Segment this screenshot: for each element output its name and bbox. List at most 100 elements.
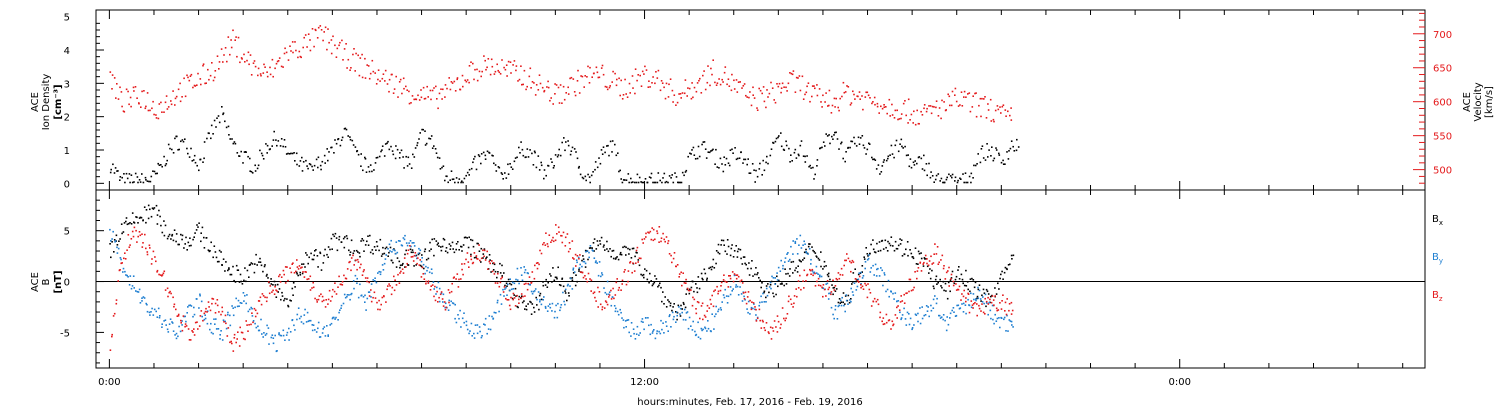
bx-point (561, 277, 564, 280)
by-point (210, 331, 213, 334)
by-point (470, 322, 473, 325)
velocity-point (639, 74, 641, 77)
velocity-point (456, 78, 458, 81)
velocity-point (783, 86, 785, 88)
density-point (923, 169, 926, 172)
bz-point (208, 306, 210, 308)
bz-point (685, 278, 687, 281)
by-point (777, 266, 780, 269)
bz-point (802, 280, 804, 282)
bz-point (256, 312, 259, 315)
bx-point (413, 265, 415, 267)
density-point (262, 158, 265, 160)
bz-point (411, 255, 414, 258)
velocity-point (828, 104, 830, 107)
by-point (346, 294, 349, 296)
by-point (924, 314, 927, 316)
by-point (227, 313, 229, 316)
bx-point (690, 286, 693, 289)
by-point (753, 303, 755, 305)
by-point (524, 269, 527, 271)
by-point (509, 278, 511, 280)
by-point (422, 263, 425, 266)
bz-point (239, 326, 241, 329)
velocity-point (341, 39, 343, 42)
bx-point (943, 289, 945, 292)
density-point (543, 169, 546, 171)
by-point (493, 311, 496, 314)
by-point (770, 287, 772, 290)
velocity-point (393, 88, 396, 90)
by-point (613, 305, 616, 307)
velocity-point (266, 71, 268, 73)
bz-point (933, 253, 935, 255)
density-point (392, 153, 395, 156)
bx-point (254, 263, 256, 265)
velocity-point (155, 114, 157, 116)
bz-point (610, 289, 612, 292)
by-point (796, 253, 799, 255)
velocity-point (115, 97, 117, 99)
bx-point (412, 251, 414, 254)
bx-point (625, 246, 627, 249)
by-point (364, 301, 366, 303)
bz-point (830, 291, 833, 293)
by-point (874, 263, 877, 266)
bx-point (872, 248, 875, 251)
by-point (260, 318, 262, 321)
density-point (391, 150, 394, 152)
by-point (487, 328, 490, 330)
bz-point (562, 231, 565, 234)
velocity-point (297, 56, 299, 59)
velocity-point (526, 85, 528, 88)
by-point (908, 313, 910, 315)
velocity-point (691, 82, 693, 84)
velocity-point (965, 96, 967, 98)
by-point (206, 322, 209, 325)
bz-point (727, 286, 730, 288)
bx-point (428, 250, 431, 252)
density-point (577, 167, 580, 169)
density-point (167, 143, 170, 146)
density-point (553, 165, 555, 167)
density-point (414, 147, 417, 149)
density-point (861, 135, 864, 137)
by-point (724, 288, 726, 291)
bx-point (775, 293, 777, 296)
by-point (765, 301, 767, 303)
by-point (659, 332, 662, 335)
bx-point (553, 279, 556, 282)
density-point (973, 164, 975, 167)
velocity-point (484, 59, 486, 62)
bx-point (889, 244, 892, 247)
velocity-point (374, 72, 376, 74)
by-point (468, 332, 470, 335)
bz-point (787, 300, 790, 303)
bz-point (398, 282, 401, 284)
velocity-point (490, 58, 493, 61)
by-point (951, 309, 953, 312)
density-point (615, 154, 618, 157)
density-point (638, 176, 641, 179)
velocity-point (304, 34, 307, 36)
bx-point (606, 248, 608, 250)
bx-point (302, 263, 305, 265)
density-point (119, 179, 121, 181)
by-point (245, 302, 247, 305)
bz-point (380, 303, 382, 306)
velocity-point (454, 90, 457, 92)
by-point (717, 310, 719, 313)
velocity-point (468, 65, 471, 67)
bx-point (143, 206, 146, 208)
density-point (900, 138, 903, 141)
bx-point (999, 277, 1001, 280)
density-point (981, 145, 984, 147)
density-point (665, 180, 668, 183)
velocity-point (567, 93, 570, 95)
by-point (626, 319, 628, 321)
bx-point (854, 268, 856, 270)
density-point (280, 138, 283, 140)
velocity-point (489, 73, 492, 76)
bz-point (710, 303, 712, 305)
bx-point (334, 232, 337, 235)
